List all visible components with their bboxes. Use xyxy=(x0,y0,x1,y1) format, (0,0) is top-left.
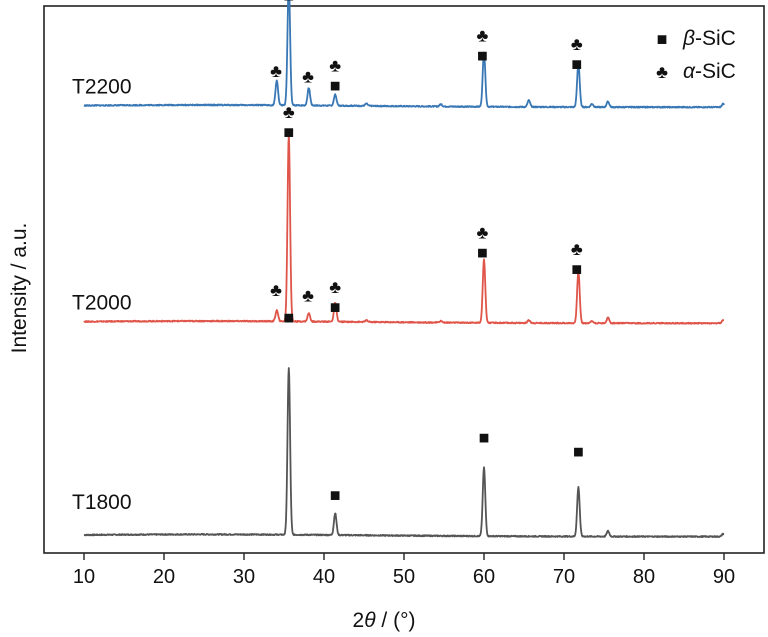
x-tick-label: 30 xyxy=(233,566,255,588)
x-tick-label: 90 xyxy=(713,566,735,588)
beta-sic-marker: ■ xyxy=(283,122,294,142)
alpha-sic-marker: ♣ xyxy=(476,26,488,46)
alpha-sic-marker: ♣ xyxy=(270,61,282,81)
series-line-t2200 xyxy=(83,0,725,109)
x-tick-label: 10 xyxy=(73,566,95,588)
y-axis-title: Intensity / a.u. xyxy=(8,223,31,354)
x-tick-label: 60 xyxy=(473,566,495,588)
alpha-sic-marker: ♣ xyxy=(283,102,295,122)
legend-beta-label: β-SiC xyxy=(682,27,736,50)
alpha-sic-marker: ♣ xyxy=(329,277,341,297)
beta-sic-marker: ■ xyxy=(571,259,582,279)
series-line-t2000 xyxy=(83,134,725,325)
plot-frame xyxy=(43,5,765,554)
x-tick-label: 40 xyxy=(313,566,335,588)
beta-sic-marker: ■ xyxy=(479,428,490,448)
beta-sic-marker: ■ xyxy=(330,485,341,505)
alpha-sic-marker: ♣ xyxy=(571,34,583,54)
alpha-sic-marker: ♣ xyxy=(302,285,314,305)
x-tick-label: 80 xyxy=(633,566,655,588)
phase-markers-group: ■■■■♣♣■♣♣■♣■♣■♣♣■♣♣■♣■♣■ xyxy=(270,0,584,505)
alpha-sic-marker: ♣ xyxy=(476,222,488,242)
x-axis: 10 20 30 40 50 60 70 80 90 xyxy=(73,553,735,588)
series-label-t2200: T2200 xyxy=(72,76,132,99)
beta-sic-marker: ■ xyxy=(571,54,582,74)
series-label-t1800: T1800 xyxy=(72,491,132,514)
series-label-t2000: T2000 xyxy=(72,292,132,315)
alpha-sic-marker: ♣ xyxy=(270,280,282,300)
x-axis-title: 2θ / (°) xyxy=(353,609,416,632)
x-tick-label: 50 xyxy=(393,566,415,588)
beta-sic-marker: ■ xyxy=(477,46,488,66)
beta-sic-marker: ■ xyxy=(283,307,294,327)
alpha-sic-marker: ♣ xyxy=(571,239,583,259)
beta-sic-marker: ■ xyxy=(330,76,341,96)
legend-beta-symbol: ■ xyxy=(657,29,668,49)
alpha-sic-marker: ♣ xyxy=(302,67,314,87)
beta-sic-marker: ■ xyxy=(283,0,294,5)
beta-sic-marker: ■ xyxy=(573,441,584,461)
x-tick-label: 20 xyxy=(153,566,175,588)
beta-sic-marker: ■ xyxy=(330,297,341,317)
legend-alpha-symbol: ♣ xyxy=(656,62,668,82)
beta-sic-marker: ■ xyxy=(477,242,488,262)
alpha-sic-marker: ♣ xyxy=(329,56,341,76)
series-labels-group: T1800 T2000 T2200 xyxy=(72,76,132,515)
x-tick-label: 70 xyxy=(553,566,575,588)
traces-group xyxy=(83,0,725,539)
legend: ■ β-SiC ♣ α-SiC xyxy=(656,27,736,83)
legend-alpha-label: α-SiC xyxy=(683,60,736,83)
series-line-t1800 xyxy=(83,367,725,539)
